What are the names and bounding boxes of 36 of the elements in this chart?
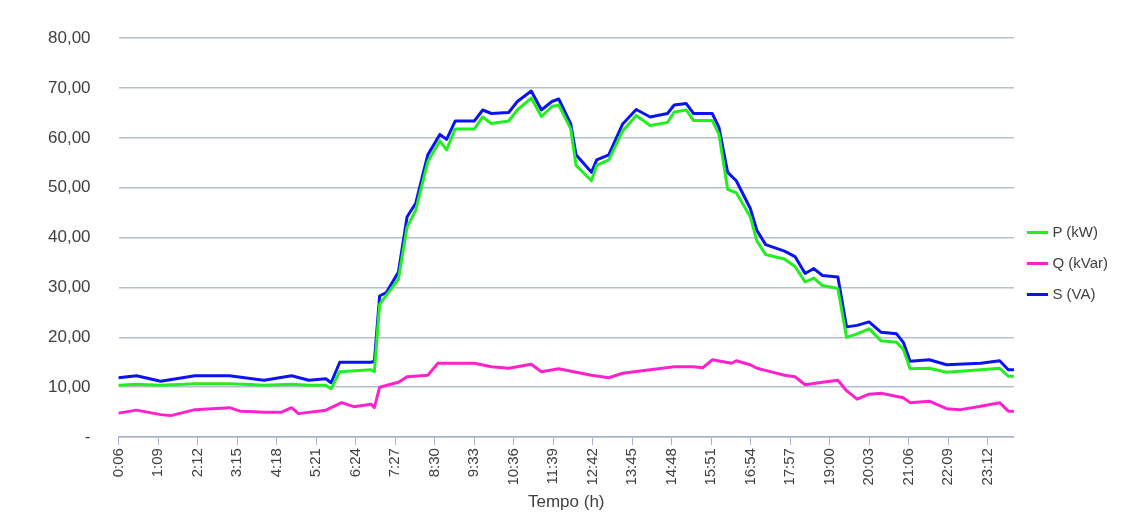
y-tick-label: 60,00 (47, 127, 91, 147)
x-tick-label: 15:51 (701, 448, 719, 486)
y-tick-label: - (84, 426, 91, 446)
x-axis-title: Tempo (h) (527, 492, 605, 512)
y-tick-label: 10,00 (47, 376, 91, 396)
x-tick-label: 7:27 (385, 448, 403, 478)
x-tick-label: 9:33 (464, 448, 482, 478)
x-tick-label: 21:06 (898, 448, 916, 486)
x-tick-label: 22:09 (938, 448, 956, 486)
x-tick-label: 11:39 (543, 448, 561, 485)
x-tick-label: 2:12 (187, 448, 205, 478)
x-tick-label: 14:48 (661, 448, 679, 486)
x-tick-label: 16:54 (740, 448, 758, 486)
y-tick-label: 80,00 (47, 27, 91, 47)
legend-label: Q (kVar) (1052, 253, 1109, 271)
x-tick-label: 19:00 (819, 448, 837, 486)
x-tick-label: 1:09 (148, 448, 166, 478)
y-tick-label: 70,00 (47, 77, 91, 97)
x-tick-label: 4:18 (266, 448, 284, 478)
legend-label: S (VA) (1052, 284, 1096, 302)
x-tick-label: 12:42 (582, 448, 600, 486)
x-tick-label: 5:21 (306, 448, 324, 478)
x-tick-label: 20:03 (859, 448, 877, 486)
x-tick-label: 6:24 (345, 448, 363, 478)
y-tick-label: 30,00 (47, 277, 91, 297)
x-tick-label: 13:45 (622, 448, 640, 486)
x-tick-label: 0:06 (108, 448, 126, 478)
x-tick-label: 10:36 (503, 448, 521, 486)
y-tick-label: 50,00 (47, 177, 91, 197)
x-tick-label: 8:30 (424, 448, 442, 478)
y-tick-label: 20,00 (47, 327, 91, 347)
x-tick-label: 17:57 (780, 448, 798, 486)
x-tick-label: 23:12 (977, 448, 995, 486)
legend-label: P (kW) (1052, 222, 1099, 240)
y-tick-label: 40,00 (47, 227, 91, 247)
x-tick-label: 3:15 (227, 448, 245, 478)
